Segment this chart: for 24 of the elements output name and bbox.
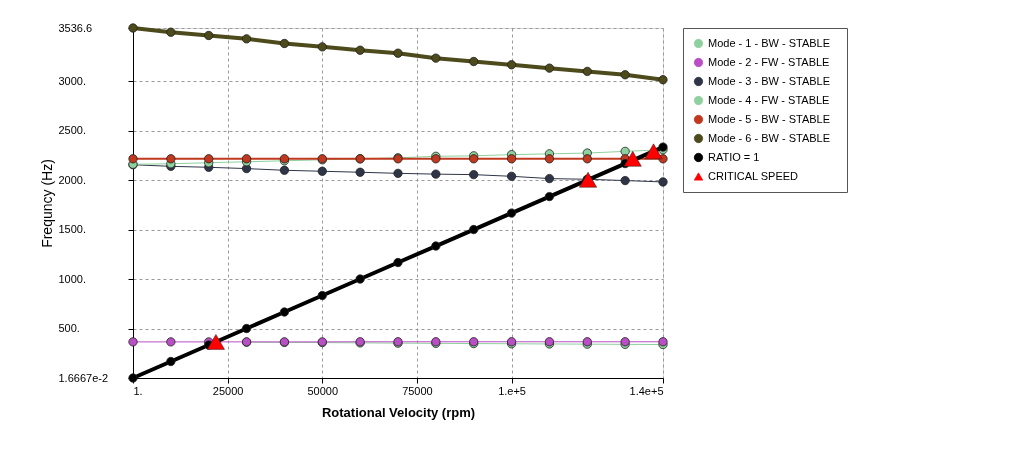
x-tick-label: 1.: [133, 384, 143, 397]
x-tick-label: 1.e+5: [498, 384, 526, 397]
y-tick-label: 1000.: [58, 272, 87, 285]
y-axis-title: Frequncy (Hz): [38, 159, 55, 248]
y-tick-label: 1500.: [58, 223, 87, 236]
y-tick-label: 1.6667e-2: [58, 371, 109, 384]
y-tick-label: 2000.: [58, 173, 87, 186]
x-tick-label: 25000: [212, 384, 244, 397]
y-tick-label: 2500.: [58, 124, 87, 137]
x-tick-label: 50000: [307, 384, 339, 397]
legend-label: Mode - 2 - FW - STABLE: [708, 55, 830, 68]
y-tick-label: 3536.6: [58, 21, 93, 34]
legend-label: Mode - 1 - BW - STABLE: [708, 36, 831, 49]
y-tick-label: 500.: [58, 322, 80, 335]
legend-label: Mode - 5 - BW - STABLE: [708, 112, 831, 125]
x-tick-label: 1.4e+5: [629, 384, 664, 397]
legend-label: Mode - 3 - BW - STABLE: [708, 74, 831, 87]
legend-label: RATIO = 1: [708, 150, 760, 163]
y-tick-label: 3000.: [58, 74, 87, 87]
legend-label: Mode - 6 - BW - STABLE: [708, 131, 831, 144]
x-tick-label: 75000: [402, 384, 433, 397]
x-axis-title: Rotational Velocity (rpm): [321, 404, 476, 420]
legend-label: CRITICAL SPEED: [708, 169, 799, 182]
legend-label: Mode - 4 - FW - STABLE: [708, 93, 830, 106]
